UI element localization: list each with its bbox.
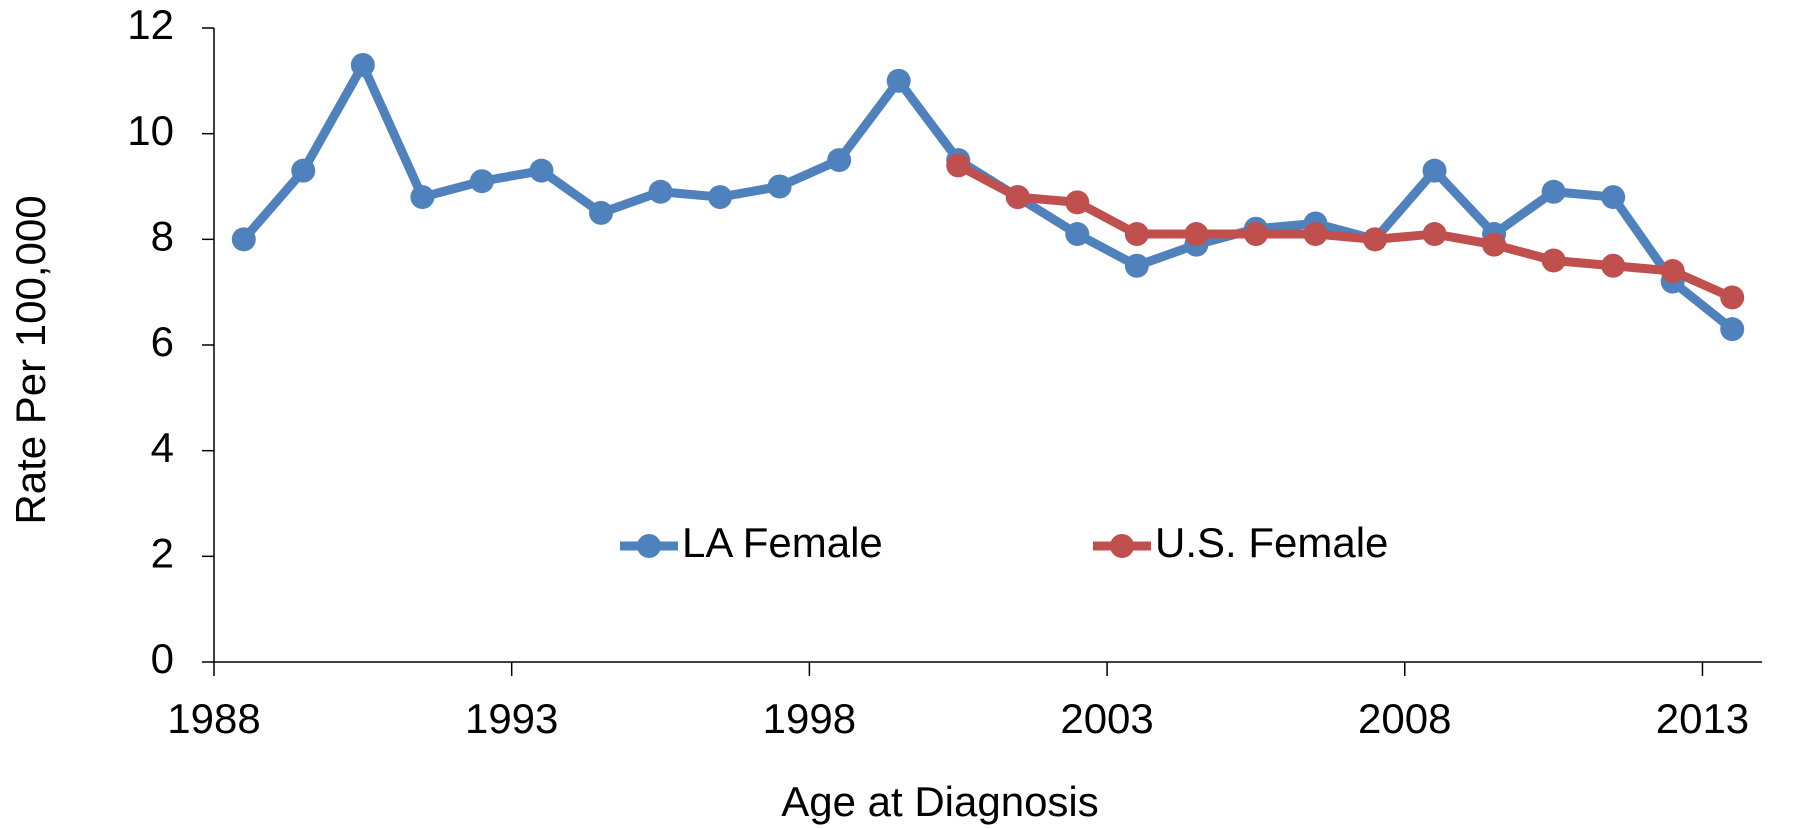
data-point — [589, 200, 613, 225]
x-axis-title: Age at Diagnosis — [781, 778, 1099, 825]
y-tick-label: 8 — [151, 212, 174, 259]
data-point — [1422, 158, 1447, 183]
y-tick-label: 6 — [151, 318, 174, 365]
data-point — [1243, 222, 1268, 247]
data-point — [886, 68, 911, 93]
data-point — [1065, 222, 1090, 247]
legend-swatch-marker — [637, 534, 661, 558]
legend-label: LA Female — [682, 519, 883, 566]
data-point — [1005, 185, 1030, 210]
y-axis-title: Rate Per 100,000 — [7, 195, 54, 524]
y-tick-label: 0 — [151, 635, 174, 682]
data-point — [1124, 253, 1149, 278]
data-point — [1184, 222, 1209, 247]
data-point — [767, 174, 792, 199]
series-line — [240, 60, 1736, 333]
legend-swatch-marker — [1110, 534, 1134, 558]
legend-label: U.S. Female — [1155, 519, 1388, 566]
y-tick-label: 4 — [151, 424, 174, 471]
data-point — [1601, 185, 1626, 210]
data-point — [1482, 232, 1507, 257]
data-point — [350, 52, 375, 77]
data-point — [1660, 259, 1685, 284]
data-point — [1720, 285, 1745, 310]
y-tick-label: 12 — [127, 1, 174, 48]
x-tick-label: 1998 — [763, 695, 856, 742]
data-point — [1720, 317, 1745, 342]
x-tick-label: 1988 — [167, 695, 260, 742]
x-tick-label: 2013 — [1656, 695, 1749, 742]
data-point — [1303, 222, 1328, 247]
data-point — [1541, 179, 1566, 204]
x-tick-label: 2003 — [1060, 695, 1153, 742]
data-point — [1363, 227, 1387, 252]
data-point — [231, 227, 256, 252]
data-point — [410, 185, 435, 210]
x-tick-label: 2008 — [1358, 695, 1451, 742]
x-tick-label: 1993 — [465, 695, 558, 742]
data-point — [946, 153, 971, 178]
data-point — [708, 185, 733, 210]
data-point — [1065, 190, 1090, 215]
data-point — [648, 179, 673, 204]
data-point — [529, 158, 554, 183]
data-point — [1541, 248, 1566, 273]
data-point — [1124, 222, 1149, 247]
data-point — [827, 148, 852, 173]
y-tick-label: 2 — [151, 529, 174, 576]
data-point — [291, 158, 316, 183]
y-tick-label: 10 — [127, 107, 174, 154]
data-point — [1422, 222, 1447, 247]
data-point — [1601, 253, 1626, 278]
data-point — [469, 169, 494, 194]
